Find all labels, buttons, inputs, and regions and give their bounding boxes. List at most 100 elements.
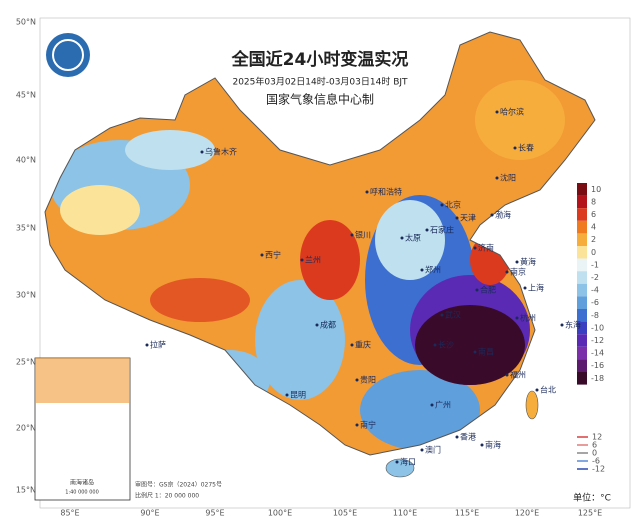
lat-label: 50°N	[16, 18, 36, 27]
city-dot	[200, 150, 204, 154]
city-dot	[455, 435, 459, 439]
city-dot	[505, 373, 509, 377]
city-dot	[420, 268, 424, 272]
city-label: 澳门	[425, 445, 441, 455]
legend-swatch	[577, 246, 587, 259]
city-dot	[523, 286, 527, 290]
lat-label: 25°N	[16, 358, 36, 367]
legend-swatch	[577, 220, 587, 234]
city-label: 天津	[460, 213, 476, 223]
city-label: 广州	[435, 400, 451, 410]
city-dot	[505, 270, 509, 274]
city-dot	[400, 236, 404, 240]
city-dot	[495, 110, 499, 114]
city-label: 昆明	[290, 391, 306, 400]
lat-label: 40°N	[16, 156, 36, 165]
legend-label: -16	[591, 361, 604, 370]
border	[44, 31, 596, 456]
city-label: 重庆	[355, 340, 371, 350]
legend-swatch	[577, 271, 587, 284]
legend-label: -10	[591, 323, 604, 332]
contour-label: 0	[592, 449, 597, 458]
inset-scale: 1:40 000 000	[65, 490, 99, 496]
city-dot	[440, 203, 444, 207]
lon-label: 85°E	[60, 509, 79, 518]
lon-label: 115°E	[455, 509, 479, 518]
city-label: 南京	[510, 267, 526, 277]
city-dot	[260, 253, 264, 257]
legend-swatch	[577, 208, 587, 221]
legend-swatch	[577, 346, 587, 360]
city-dot	[490, 213, 494, 217]
legend-label: 6	[591, 210, 596, 219]
city-dot	[455, 216, 459, 220]
city-dot	[355, 378, 359, 382]
city-label: 长春	[518, 143, 534, 153]
city-dot	[395, 460, 399, 464]
legend-label: -12	[591, 336, 604, 345]
lat-label: 45°N	[16, 91, 36, 100]
legend-swatch	[577, 183, 587, 196]
city-label: 北京	[445, 200, 461, 210]
legend-label: -1	[591, 260, 599, 269]
lat-label: 35°N	[16, 224, 36, 233]
legend-swatch	[577, 296, 587, 309]
legend-swatch	[577, 258, 587, 272]
city-label: 银川	[355, 230, 371, 240]
city-dot	[495, 176, 499, 180]
lon-label: 110°E	[393, 509, 417, 518]
city-label: 渤海	[495, 210, 511, 220]
city-dot	[440, 313, 444, 317]
city-dot	[473, 350, 477, 354]
city-dot	[430, 403, 434, 407]
city-label: 武汉	[445, 310, 461, 320]
city-dot	[433, 343, 437, 347]
lat-label: 30°N	[16, 291, 36, 300]
city-label: 拉萨	[150, 340, 166, 350]
lon-label: 100°E	[268, 509, 292, 518]
contour-label: -6	[592, 457, 600, 466]
legend-label: -4	[591, 286, 599, 295]
approval: 审图号：GS京（2024）0275号	[135, 481, 222, 489]
city-label: 上海	[528, 283, 544, 293]
legend-label: -8	[591, 311, 599, 320]
city-dot	[350, 343, 354, 347]
city-label: 杭州	[520, 313, 536, 323]
city-dot	[300, 258, 304, 262]
legend-label: 2	[591, 235, 596, 244]
legend-swatch	[577, 321, 587, 335]
city-dot	[315, 323, 319, 327]
city-dot	[480, 443, 484, 447]
city-dot	[145, 343, 149, 347]
city-label: 东海	[565, 320, 581, 330]
city-dot	[473, 246, 477, 250]
lon-label: 120°E	[515, 509, 539, 518]
city-label: 香港	[460, 432, 476, 442]
legend-swatch	[577, 309, 587, 322]
city-label: 呼和浩特	[370, 187, 402, 197]
contour-label: 6	[592, 441, 597, 450]
legend-label: 10	[591, 185, 601, 194]
lat-label: 15°N	[16, 486, 36, 495]
lon-label: 125°E	[578, 509, 602, 518]
legend-swatch	[577, 195, 587, 209]
city-label: 南昌	[478, 347, 494, 357]
city-dot	[535, 388, 539, 392]
city-label: 贵阳	[360, 375, 376, 385]
subtitle: 2025年03月02日14时-03月03日14时 BJT	[232, 76, 408, 88]
city-dot	[513, 146, 517, 150]
legend-label: -2	[591, 273, 599, 282]
contour-label: 12	[592, 433, 602, 442]
city-label: 沈阳	[500, 173, 516, 183]
city-dot	[425, 228, 429, 232]
city-label: 乌鲁木齐	[205, 147, 237, 157]
legend-swatch	[577, 372, 587, 385]
lon-label: 105°E	[333, 509, 357, 518]
producer: 国家气象信息中心制	[266, 92, 374, 107]
legend-label: 0	[591, 248, 596, 257]
legend-label: -18	[591, 374, 604, 383]
taiwan	[525, 390, 539, 420]
city-dot	[515, 316, 519, 320]
logo	[46, 33, 90, 77]
